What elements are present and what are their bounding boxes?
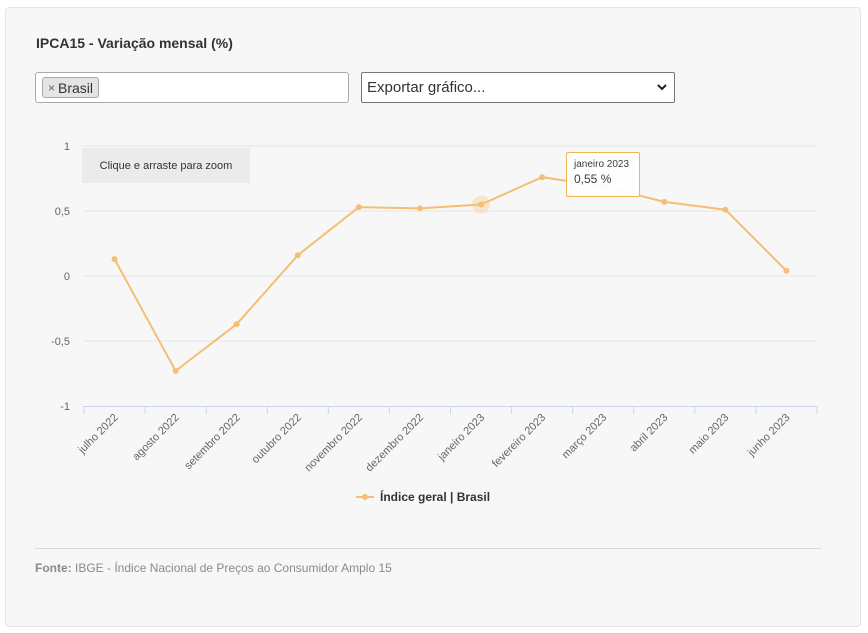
export-select-value: Exportar gráfico... <box>367 79 486 96</box>
data-point <box>416 205 423 212</box>
region-chip: × Brasil <box>42 77 100 98</box>
data-point <box>539 174 546 181</box>
y-tick-label: 0,5 <box>55 206 70 218</box>
divider <box>35 548 821 549</box>
x-tick-label: julho 2022 <box>76 412 121 457</box>
region-filter-input[interactable]: × Brasil <box>35 72 349 103</box>
x-tick-label: abril 2023 <box>628 412 671 455</box>
x-tick-label: outubro 2022 <box>250 412 304 466</box>
x-tick-label: agosto 2022 <box>130 412 181 463</box>
source-label: Fonte: <box>35 561 72 575</box>
data-point <box>661 198 668 205</box>
data-point <box>294 252 301 259</box>
source-text: IBGE - Índice Nacional de Preços ao Cons… <box>75 561 392 575</box>
remove-chip-icon[interactable]: × <box>48 80 56 95</box>
series-line <box>113 176 788 373</box>
source-note: Fonte: IBGE - Índice Nacional de Preços … <box>35 561 392 575</box>
zoom-hint: Clique e arraste para zoom <box>82 148 250 183</box>
x-tick-label: fevereiro 2023 <box>490 412 548 470</box>
x-tick-label: junho 2023 <box>745 412 793 460</box>
tooltip-date: janeiro 2023 <box>574 159 630 170</box>
chart-tooltip: janeiro 2023 0,55 % <box>566 152 640 197</box>
x-tick-label: setembro 2022 <box>182 412 242 472</box>
x-tick-label: março 2023 <box>560 412 610 462</box>
data-point <box>478 201 485 208</box>
chart-title: IPCA15 - Variação mensal (%) <box>36 35 233 51</box>
chevron-down-icon <box>657 84 667 91</box>
data-point <box>233 321 240 328</box>
y-tick-label: 1 <box>64 141 70 153</box>
x-tick-label: dezembro 2022 <box>364 412 427 475</box>
y-tick-label: -1 <box>60 401 70 413</box>
tooltip-value: 0,55 % <box>574 172 612 186</box>
legend-label: Índice geral | Brasil <box>380 490 491 504</box>
chart-legend-item[interactable]: Índice geral | Brasil <box>356 490 490 504</box>
export-select[interactable]: Exportar gráfico... <box>361 72 675 103</box>
data-point <box>722 206 729 213</box>
x-tick-label: janeiro 2023 <box>435 412 487 464</box>
y-tick-label: 0 <box>64 271 70 283</box>
chart-card <box>5 7 861 627</box>
region-chip-label: Brasil <box>58 79 94 96</box>
x-tick-label: maio 2023 <box>687 412 732 457</box>
data-point <box>172 367 179 374</box>
data-point <box>783 267 790 274</box>
data-point <box>355 204 362 211</box>
data-point <box>111 256 118 263</box>
legend-line-icon <box>356 494 374 500</box>
x-tick-label: novembro 2022 <box>302 412 365 475</box>
y-tick-label: -0,5 <box>51 336 70 348</box>
